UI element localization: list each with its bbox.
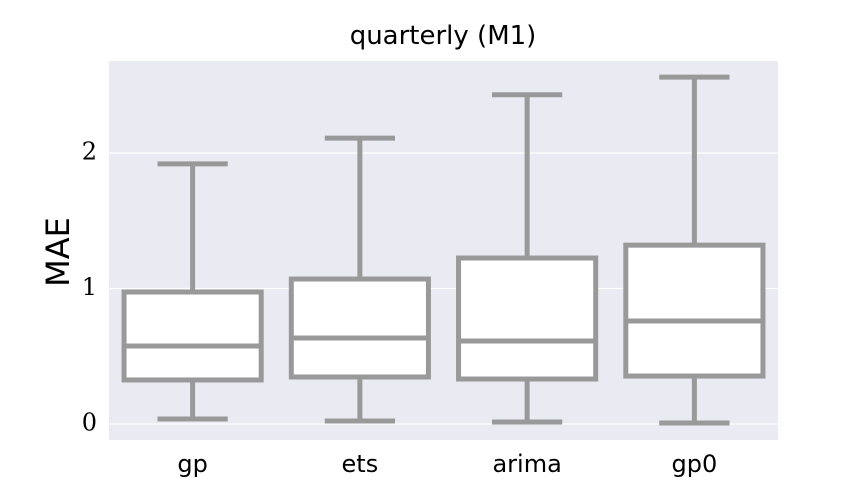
chart-title: quarterly (M1) [350, 21, 537, 51]
x-tick-label: arima [492, 450, 561, 478]
marks [121, 74, 766, 426]
x-tick-label: ets [342, 450, 379, 478]
box [623, 242, 766, 379]
box [456, 255, 599, 382]
y-axis-label: MAE [39, 217, 77, 287]
y-tick-label: 0 [82, 409, 97, 437]
box [121, 289, 264, 383]
y-tick-label: 2 [82, 138, 97, 166]
box [288, 276, 431, 380]
y-tick-label: 1 [82, 273, 97, 301]
x-tick-label: gp0 [672, 450, 718, 478]
x-tick-label: gp [177, 450, 207, 478]
